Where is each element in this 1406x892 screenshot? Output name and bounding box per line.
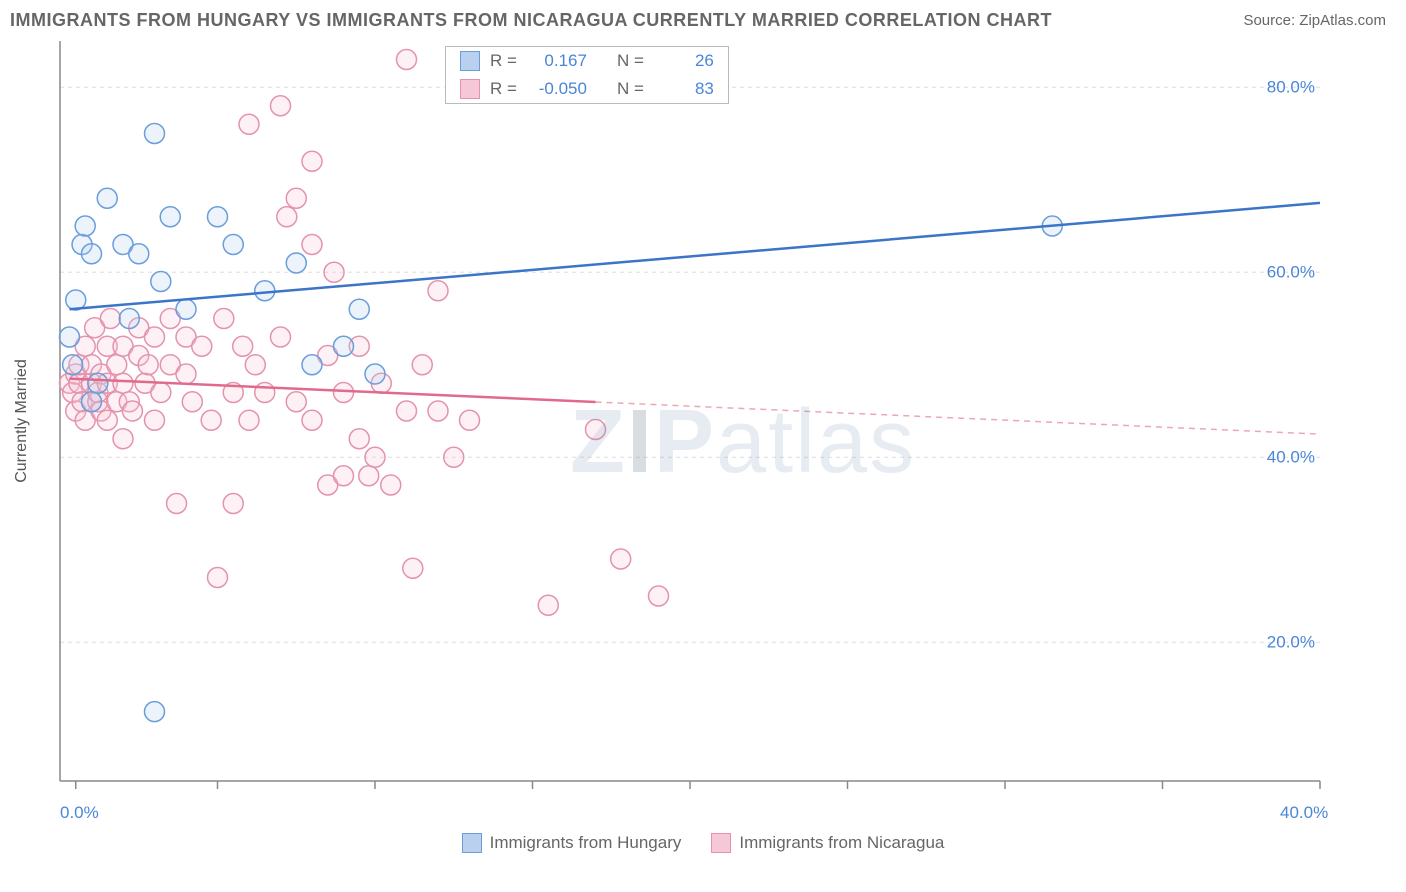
n-label: N = [617, 51, 644, 71]
legend-item-nicaragua: Immigrants from Nicaragua [711, 833, 944, 853]
n-value: 83 [654, 79, 714, 99]
r-value: -0.050 [527, 79, 587, 99]
svg-text:60.0%: 60.0% [1267, 262, 1315, 281]
n-label: N = [617, 79, 644, 99]
r-label: R = [490, 79, 517, 99]
legend-label: Immigrants from Nicaragua [739, 833, 944, 853]
n-value: 26 [654, 51, 714, 71]
r-value: 0.167 [527, 51, 587, 71]
legend-swatch-nicaragua [711, 833, 731, 853]
svg-text:80.0%: 80.0% [1267, 77, 1315, 96]
x-min-label: 0.0% [60, 803, 99, 823]
svg-text:40.0%: 40.0% [1267, 447, 1315, 466]
chart-container: Currently Married 20.0%40.0%60.0%80.0% Z… [10, 41, 1386, 801]
chart-title: IMMIGRANTS FROM HUNGARY VS IMMIGRANTS FR… [10, 10, 1052, 31]
stats-legend-row: R = 0.167 N = 26 [446, 47, 728, 75]
r-label: R = [490, 51, 517, 71]
scatter-chart: 20.0% 40.0% 60.0% 80.0% [10, 41, 1330, 801]
x-axis-range: 0.0% 40.0% [10, 803, 1386, 825]
legend-swatch-hungary [462, 833, 482, 853]
legend-swatch-nicaragua [460, 79, 480, 99]
legend-label: Immigrants from Hungary [490, 833, 682, 853]
stats-legend: R = 0.167 N = 26 R = -0.050 N = 83 [445, 46, 729, 104]
series-legend: Immigrants from Hungary Immigrants from … [0, 833, 1406, 853]
legend-swatch-hungary [460, 51, 480, 71]
y-axis-label: Currently Married [13, 359, 31, 483]
legend-item-hungary: Immigrants from Hungary [462, 833, 682, 853]
svg-text:20.0%: 20.0% [1267, 632, 1315, 651]
source-label: Source: ZipAtlas.com [1243, 12, 1386, 29]
stats-legend-row: R = -0.050 N = 83 [446, 75, 728, 103]
x-max-label: 40.0% [1280, 803, 1328, 823]
